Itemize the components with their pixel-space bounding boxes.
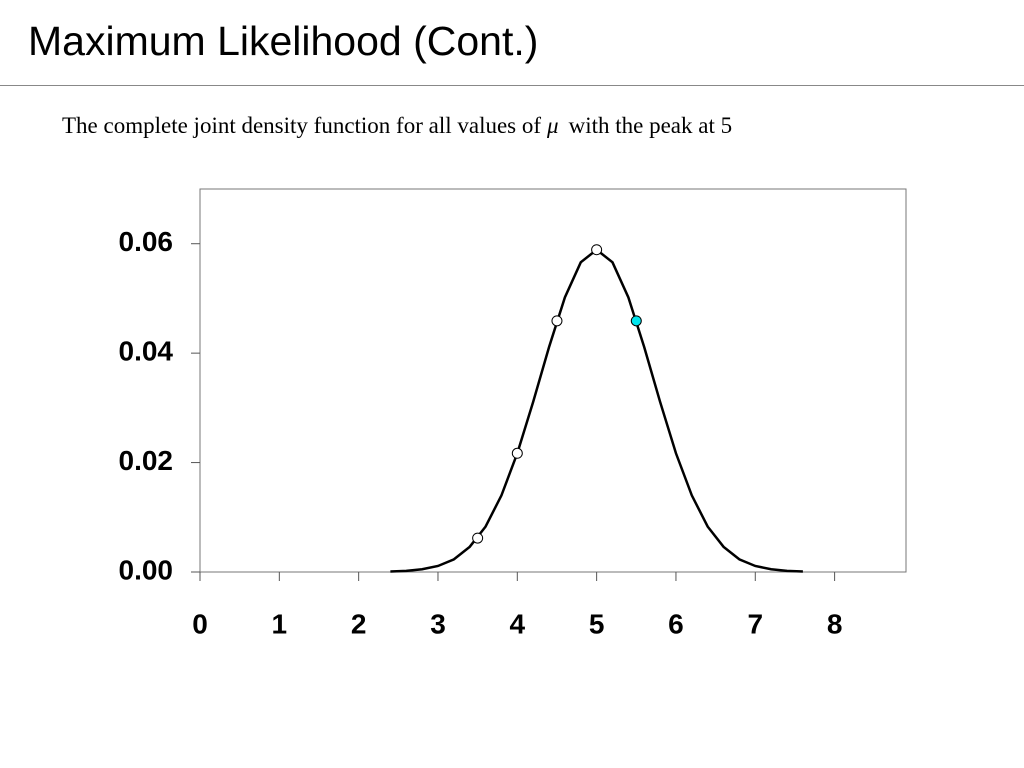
plot-frame: [199, 188, 907, 573]
subtitle-text: The complete joint density function for …: [62, 113, 542, 138]
x-tick-label: 3: [430, 608, 446, 639]
x-tick-label: 0: [192, 608, 208, 639]
x-tick-label: 7: [747, 608, 763, 639]
data-point: [511, 447, 523, 459]
subtitle: The complete joint density function for …: [62, 113, 732, 139]
data-point: [472, 532, 484, 544]
x-tick-label: 4: [510, 608, 526, 639]
subtitle-text: with the peak at 5: [568, 113, 733, 138]
x-tick-label: 2: [351, 608, 367, 639]
y-tick-label: 0.02: [119, 445, 174, 476]
x-tick-label: 6: [668, 608, 684, 639]
density-curve: [390, 248, 803, 573]
y-tick-label: 0.00: [119, 554, 174, 585]
y-tick-label: 0.04: [119, 336, 174, 367]
x-tick-label: 5: [589, 608, 605, 639]
subtitle-symbol: μ: [547, 113, 559, 138]
data-point: [630, 315, 642, 327]
data-point: [591, 244, 603, 256]
x-tick-label: 8: [827, 608, 843, 639]
data-point: [551, 315, 563, 327]
x-tick-label: 1: [272, 608, 288, 639]
y-tick-label: 0.06: [119, 226, 174, 257]
slide-title: Maximum Likelihood (Cont.): [28, 18, 539, 64]
title-rule: [0, 85, 1024, 86]
